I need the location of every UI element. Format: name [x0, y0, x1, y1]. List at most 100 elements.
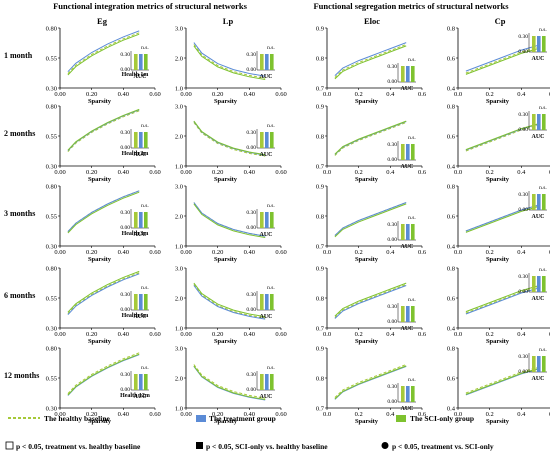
- y-tick-label: 3.0: [175, 266, 183, 273]
- y-tick-label: 1.0: [175, 406, 183, 413]
- x-tick-label: 0.40: [244, 169, 255, 176]
- auc-label: AUC: [260, 314, 273, 320]
- health-label: Health 2m: [122, 151, 149, 157]
- panel-cp-2: 0.4 0.6 0.8 0.0 0.2 0.4 0.6 Sparsity n.s. 0.30 0.0…: [447, 104, 550, 183]
- auc-inset: n.s. 0.30 0.00 AUC: [120, 365, 149, 400]
- inset-tick-label: 0.00: [120, 387, 130, 393]
- x-tick-label: 0.00: [54, 249, 65, 256]
- x-tick-label: 0.60: [275, 331, 286, 338]
- x-tick-label: 0.40: [118, 169, 129, 176]
- ns-label: n.s.: [267, 123, 275, 129]
- inset-tick-label: 0.30: [387, 142, 397, 148]
- y-tick-label: 0.8: [316, 296, 324, 303]
- auc-inset: n.s. 0.30 0.00 AUC: [387, 377, 416, 412]
- auc-bar: [537, 356, 541, 372]
- x-axis-label: Sparsity: [355, 418, 379, 425]
- x-tick-label: 0.4: [386, 331, 395, 338]
- inset-tick-label: 0.00: [246, 225, 256, 231]
- inset-tick-label: 0.30: [387, 384, 397, 390]
- ns-label: n.s.: [408, 135, 416, 141]
- auc-bar: [260, 212, 264, 228]
- y-tick-label: 0.55: [46, 56, 57, 63]
- x-tick-label: 0.40: [244, 91, 255, 98]
- x-tick-label: 0.2: [355, 411, 363, 418]
- x-tick-label: 0.0: [323, 169, 331, 176]
- treatment-group-line: [193, 285, 266, 320]
- auc-label: AUC: [134, 74, 147, 80]
- auc-bar: [134, 374, 138, 390]
- y-tick-label: 0.80: [46, 26, 57, 33]
- inset-tick-label: 0.30: [246, 210, 256, 216]
- panel-eloc-5: 0.7 0.8 0.9 0.0 0.2 0.4 0.6 Sparsity n.s. 0.30 0.0…: [316, 346, 427, 426]
- x-tick-label: 0.6: [418, 91, 427, 98]
- y-tick-label: 2.0: [175, 296, 183, 303]
- sci-only-group-line: [67, 33, 140, 76]
- auc-label: AUC: [401, 164, 414, 170]
- legend-sci-swatch: [396, 415, 406, 422]
- auc-bar: [411, 224, 415, 240]
- y-tick-label: 0.4: [447, 326, 456, 333]
- inset-tick-label: 0.00: [246, 67, 256, 73]
- column-title-eg: Eg: [97, 16, 108, 26]
- column-title-lp: Lp: [223, 16, 234, 26]
- y-tick-label: 0.8: [316, 214, 324, 221]
- inset-tick-label: 0.30: [387, 222, 397, 228]
- y-tick-label: 0.6: [447, 56, 456, 63]
- x-tick-label: 0.40: [118, 249, 129, 256]
- healthy-baseline-line: [334, 44, 407, 78]
- y-tick-label: 0.55: [46, 296, 57, 303]
- y-tick-label: 0.4: [447, 244, 456, 251]
- y-tick-label: 0.4: [447, 406, 456, 413]
- auc-bar: [270, 374, 274, 390]
- panel-lp-1: 1.0 2.0 3.0 0.00 0.20 0.40 0.60 Sparsity n.s. 0.3…: [175, 26, 287, 106]
- auc-label: AUC: [401, 406, 414, 412]
- treatment-group-line: [67, 30, 140, 73]
- legend-sig-dot-label: p < 0.05, treatment vs. SCI-only: [392, 442, 494, 451]
- section-title-integration: Functional integration metrics of struct…: [53, 1, 248, 11]
- sci-only-group-line: [465, 206, 538, 233]
- auc-bar: [270, 132, 274, 148]
- auc-label: AUC: [401, 86, 414, 92]
- panel-lp-3: 1.0 2.0 3.0 0.00 0.20 0.40 0.60 Sparsity n.s. 0.3…: [175, 184, 287, 264]
- ns-label: n.s.: [267, 285, 275, 291]
- auc-bar: [542, 194, 546, 210]
- auc-bar: [265, 374, 269, 390]
- auc-inset: n.s. 0.30 0.00 AUC: [120, 285, 149, 320]
- y-tick-label: 0.80: [46, 104, 57, 111]
- y-tick-label: 0.9: [316, 184, 324, 191]
- auc-bar: [139, 212, 143, 228]
- x-tick-label: 0.00: [54, 91, 65, 98]
- legend-filled-square-icon: [196, 442, 203, 449]
- inset-tick-label: 0.00: [387, 157, 397, 163]
- x-axis-label: Sparsity: [486, 338, 510, 345]
- legend: The healthy baseline The treatment group…: [5, 414, 494, 451]
- auc-inset: n.s. 0.30 0.00 AUC: [246, 365, 275, 400]
- x-axis-label: Sparsity: [486, 418, 510, 425]
- auc-label: AUC: [532, 376, 545, 382]
- x-tick-label: 0.6: [549, 169, 550, 176]
- panel-eloc-2: 0.7 0.8 0.9 0.0 0.2 0.4 0.6 Sparsity n.s. 0.30 0.0…: [316, 104, 427, 184]
- sci-only-group-line: [193, 203, 266, 238]
- x-tick-label: 0.0: [323, 249, 331, 256]
- legend-healthy-label: The healthy baseline: [44, 414, 111, 423]
- x-tick-label: 0.60: [149, 91, 160, 98]
- panel-cp-3: 0.4 0.6 0.8 0.0 0.2 0.4 0.6 Sparsity n.s. 0.30 0.0…: [447, 184, 550, 263]
- sci-only-group-line: [193, 120, 266, 156]
- y-tick-label: 3.0: [175, 26, 183, 33]
- auc-label: AUC: [401, 326, 414, 332]
- x-tick-label: 0.00: [180, 249, 191, 256]
- y-tick-label: 0.8: [447, 184, 455, 191]
- auc-inset: n.s. 0.30 0.00 AUC: [246, 45, 275, 80]
- ns-label: n.s.: [539, 267, 547, 273]
- auc-bar: [532, 114, 536, 130]
- auc-bar: [537, 114, 541, 130]
- section-title-segregation: Functional segregation metrics of struct…: [313, 1, 509, 11]
- treatment-group-line: [67, 190, 140, 232]
- x-axis-label: Sparsity: [486, 98, 510, 105]
- auc-label: AUC: [532, 214, 545, 220]
- healthy-baseline-line: [334, 284, 407, 318]
- auc-label: AUC: [532, 56, 545, 62]
- auc-inset: n.s. 0.30 0.00 AUC: [120, 45, 149, 80]
- ns-label: n.s.: [141, 45, 149, 51]
- ns-label: n.s.: [267, 365, 275, 371]
